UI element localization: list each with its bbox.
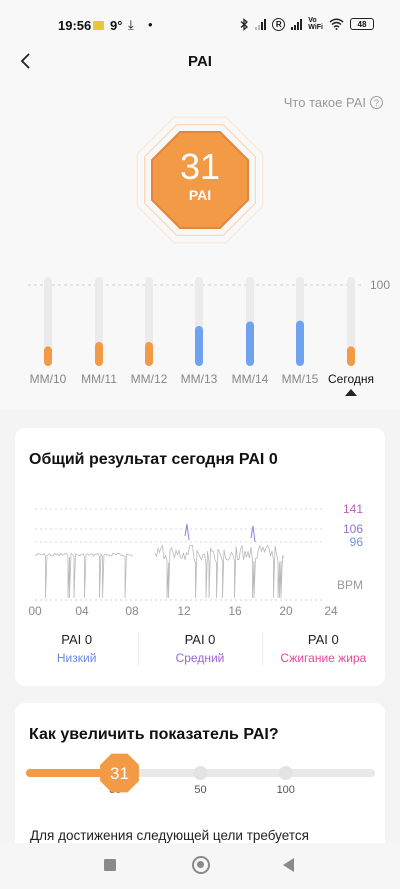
notification-dot: • [148, 17, 153, 32]
help-icon: ? [370, 96, 383, 109]
threshold-label: 106 [343, 522, 363, 536]
back-icon[interactable] [18, 52, 36, 70]
week-bar-fill [195, 325, 203, 366]
time-tick-label: 00 [28, 604, 42, 618]
week-bar-fill [347, 346, 355, 366]
week-bar-fill [44, 346, 52, 366]
recent-apps-icon[interactable] [104, 859, 116, 871]
zone-low: PAI 0 Низкий [15, 628, 138, 672]
status-temperature: 9° [110, 18, 123, 33]
zone-fatburn-value: PAI 0 [307, 632, 339, 647]
goal-mark-dot [278, 766, 293, 780]
page-title: PAI [188, 53, 212, 70]
time-tick-label: 20 [279, 604, 293, 618]
week-bar-fill [246, 321, 254, 366]
pai-badge: 31 PAI [130, 110, 270, 250]
zone-stats: PAI 0 Низкий PAI 0 Средний PAI 0 Сжигани… [15, 628, 385, 672]
time-tick-label: 12 [177, 604, 191, 618]
heart-rate-peak [184, 523, 256, 543]
cell-signal-2-icon [291, 18, 303, 30]
week-day-label: ММ/11 [81, 372, 117, 386]
zone-low-label: Низкий [56, 651, 97, 665]
heart-rate-chart: 141 106 96 BPM 00 04 08 12 16 20 24 [15, 496, 385, 624]
home-icon[interactable] [192, 856, 210, 874]
week-bar-fill [95, 341, 103, 366]
zone-low-value: PAI 0 [61, 632, 93, 647]
week-day-label: ММ/14 [232, 372, 269, 386]
week-bar-6[interactable]: Сегодня [328, 277, 374, 396]
time-tick-label: 24 [324, 604, 338, 618]
status-bar: 19:56 9° ⤓ • R Vo WiFi 48 [0, 0, 400, 44]
week-day-label: ММ/15 [282, 372, 319, 386]
pai-score: 31 [179, 146, 221, 187]
today-summary-title: Общий результат сегодня PAI 0 [29, 451, 278, 468]
zone-fatburn-label: Сжигание жира [280, 651, 367, 665]
pai-score-label: PAI [188, 187, 212, 203]
zone-medium-value: PAI 0 [184, 632, 216, 647]
wifi-icon [329, 18, 344, 30]
pai-overview: PAI Что такое PAI ? 31 PAI ММ/10 ММ/11 ММ/… [0, 44, 400, 410]
week-day-label: ММ/12 [131, 372, 168, 386]
bluetooth-icon [240, 17, 249, 31]
week-bar-0[interactable]: ММ/10 [30, 277, 67, 386]
zone-medium-label: Средний [175, 651, 225, 665]
current-pai-thumb: 31 [100, 753, 139, 793]
badge-octagon-icon [136, 116, 264, 244]
thumb-octagon-icon [100, 753, 139, 793]
chart-max-label: 100 [370, 278, 391, 292]
week-bar-5[interactable]: ММ/15 [282, 277, 319, 386]
bpm-axis-label: BPM [337, 578, 363, 592]
today-summary-card: Общий результат сегодня PAI 0 141 106 96 BP… [15, 428, 385, 686]
goal-mark-label: 50 [194, 784, 206, 796]
selected-day-marker-icon [345, 389, 357, 396]
week-day-label: ММ/10 [30, 372, 67, 386]
week-bar-fill [296, 320, 304, 366]
back-nav-icon[interactable] [283, 858, 294, 872]
week-bar-2[interactable]: ММ/12 [131, 277, 168, 386]
what-is-pai-link[interactable]: Что такое PAI ? [284, 95, 383, 110]
improve-pai-title: Как увеличить показатель PAI? [29, 726, 279, 743]
zone-fatburn: PAI 0 Сжигание жира [261, 628, 385, 672]
week-bar-fill [145, 341, 153, 366]
weekly-pai-chart: ММ/10 ММ/11 ММ/12 ММ/13 ММ/14 ММ/15 Сегодня 10… [0, 270, 400, 405]
time-tick-label: 04 [75, 604, 89, 618]
heart-rate-trace [34, 552, 133, 599]
message-icon [93, 21, 104, 30]
time-tick-label: 16 [228, 604, 242, 618]
roaming-icon: R [272, 17, 286, 31]
goal-mark-label: 100 [277, 784, 295, 796]
heart-rate-trace-2 [154, 544, 285, 599]
status-time: 19:56 [58, 18, 92, 33]
download-icon: ⤓ [128, 17, 134, 32]
current-pai-value: 31 [110, 764, 129, 783]
week-bar-3[interactable]: ММ/13 [181, 277, 218, 386]
time-tick-label: 08 [125, 604, 139, 618]
weekly-chart-canvas: ММ/10 ММ/11 ММ/12 ММ/13 ММ/14 ММ/15 Сегодня [28, 277, 374, 396]
week-day-label: Сегодня [328, 372, 374, 386]
week-bar-track [44, 277, 52, 366]
cell-signal-icon [255, 18, 267, 30]
vowifi-icon: Vo WiFi [308, 17, 323, 31]
week-bar-1[interactable]: ММ/11 [81, 277, 117, 386]
pai-progress-slider: 305010031 [15, 751, 385, 801]
pai-progress-track: 305010031 [26, 753, 375, 796]
what-is-pai-label: Что такое PAI [283, 95, 366, 110]
battery-icon: 48 [350, 18, 374, 30]
zone-medium: PAI 0 Средний [138, 628, 261, 672]
threshold-label: 141 [343, 502, 363, 516]
goal-mark-dot [193, 766, 208, 780]
next-goal-hint: Для достижения следующей цели требуется [30, 828, 309, 843]
week-bar-4[interactable]: ММ/14 [232, 277, 269, 386]
threshold-label: 96 [350, 535, 364, 549]
week-day-label: ММ/13 [181, 372, 218, 386]
week-bar-track [347, 277, 355, 366]
system-nav-bar [0, 843, 400, 889]
